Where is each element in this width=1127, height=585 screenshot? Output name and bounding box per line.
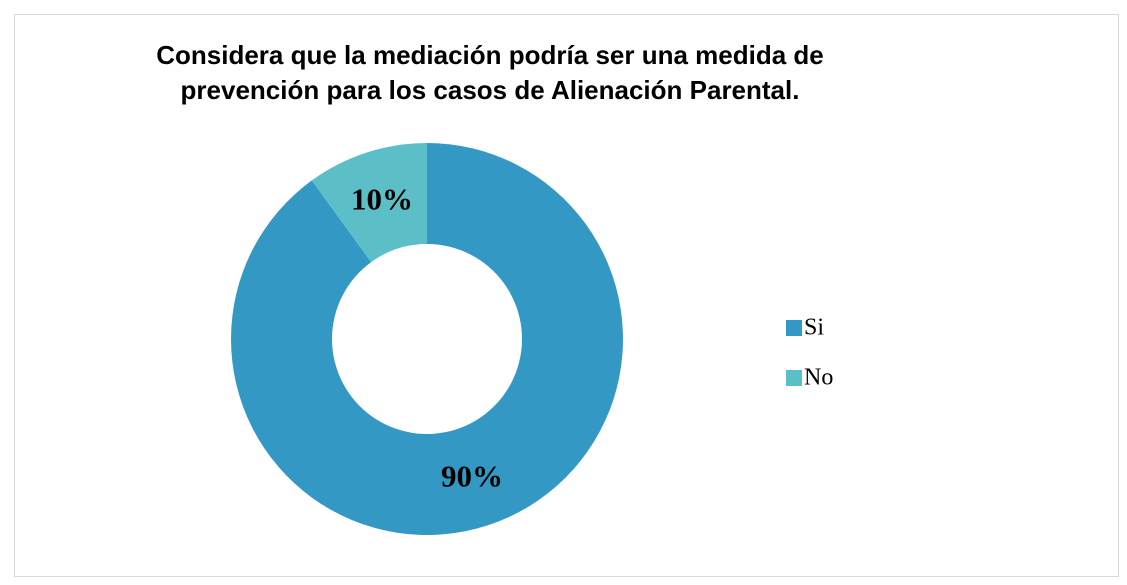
legend-label: Si: [804, 315, 824, 341]
legend-label: No: [804, 365, 833, 391]
legend-swatch: [786, 370, 802, 386]
donut-segment: [230, 143, 623, 535]
data-label: 90%: [441, 458, 503, 493]
chart-frame: [14, 14, 1119, 577]
legend-swatch: [786, 320, 802, 336]
data-label: 10%: [351, 182, 413, 217]
donut-segment: [311, 143, 427, 263]
chart-title: Considera que la mediación podría ser un…: [156, 40, 824, 105]
